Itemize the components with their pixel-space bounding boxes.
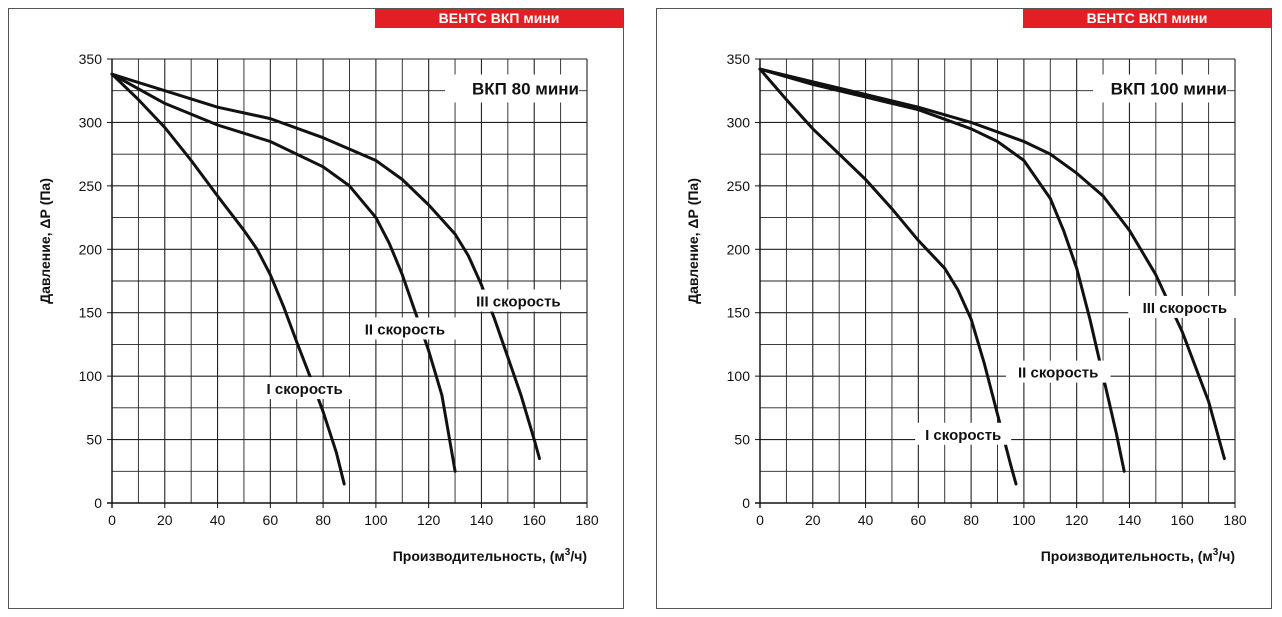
x-tick-label: 60: [911, 512, 927, 528]
y-tick-label: 50: [86, 432, 102, 448]
brand-banner: ВЕНТС ВКП мини: [375, 9, 623, 28]
chart-panel-vkp100: ВЕНТС ВКП мини 0 20 40 60 80 100 120 140 160 180 0…: [656, 8, 1272, 609]
series-line-1: [758, 67, 1018, 486]
grid: [111, 58, 588, 504]
x-axis-title-end: /ч): [1218, 548, 1235, 564]
y-tick-label: 350: [727, 51, 751, 67]
x-tick-label: 80: [315, 512, 331, 528]
x-tick-label: 120: [417, 512, 441, 528]
x-tick-label: 140: [470, 512, 494, 528]
series-label-1: I скорость: [267, 381, 343, 398]
brand-banner: ВЕНТС ВКП мини: [1023, 9, 1271, 28]
y-tick-label: 300: [727, 114, 751, 130]
y-tick-label: 200: [79, 241, 103, 257]
chart-title-backdrop: [445, 74, 579, 103]
x-tick-label: 180: [1223, 512, 1247, 528]
y-tick-label: 200: [727, 241, 751, 257]
series-line-1: [110, 72, 346, 486]
y-tick-label: 0: [742, 495, 750, 511]
x-axis-title: Производительность, (м3/ч): [1041, 547, 1235, 564]
x-tick-label: 20: [805, 512, 821, 528]
series-line-3: [758, 67, 1226, 461]
x-tick-label: 100: [1012, 512, 1036, 528]
y-tick-label: 300: [79, 114, 103, 130]
x-axis-title-main: Производительность, (м: [1041, 548, 1213, 564]
y-tick-label: 100: [727, 368, 751, 384]
y-tick-label: 350: [79, 51, 103, 67]
chart-title: ВКП 80 мини: [472, 80, 579, 99]
series-lines: [758, 67, 1226, 486]
y-tick-label: 150: [79, 305, 103, 321]
series-lines: [110, 72, 541, 486]
series-label-2: II скорость: [1018, 365, 1098, 382]
series-label-backdrop: [256, 377, 353, 400]
x-tick-label: 60: [263, 512, 279, 528]
y-tick-label: 50: [734, 432, 750, 448]
x-axis-title-end: /ч): [570, 548, 587, 564]
pressure-flow-chart-vkp80: 0 20 40 60 80 100 120 140 160 180 0 50 100 150 200 250 3…: [37, 51, 599, 564]
series-label-backdrop: [461, 289, 575, 312]
y-tick-label: 0: [94, 495, 102, 511]
y-tick-label: 100: [79, 368, 103, 384]
x-tick-label: 20: [157, 512, 173, 528]
x-tick-label: 160: [523, 512, 547, 528]
x-tick-label: 100: [364, 512, 388, 528]
chart-title: ВКП 100 мини: [1111, 80, 1227, 99]
pressure-flow-chart-vkp100: 0 20 40 60 80 100 120 140 160 180 0 50 100 150 200 250 3…: [685, 51, 1247, 564]
y-axis-title: Давление, ΔР (Па): [37, 178, 53, 304]
series-label-1: I скорость: [925, 427, 1001, 444]
x-tick-label: 40: [858, 512, 874, 528]
y-tick-label: 150: [727, 305, 751, 321]
x-tick-label: 160: [1171, 512, 1195, 528]
series-label-2: II скорость: [365, 321, 445, 338]
y-axis-title: Давление, ΔР (Па): [685, 178, 701, 304]
y-tick-label: 250: [727, 178, 751, 194]
x-tick-label: 180: [575, 512, 599, 528]
series-label-backdrop: [352, 317, 458, 340]
x-axis-title: Производительность, (м3/ч): [393, 547, 587, 564]
x-tick-label: 80: [963, 512, 979, 528]
series-label-backdrop: [1005, 360, 1111, 383]
series-line-3: [110, 72, 541, 461]
x-axis-title-superscript: 3: [565, 547, 571, 558]
series-label-3: III скорость: [1143, 300, 1228, 317]
x-tick-label: 40: [210, 512, 226, 528]
series-label-3: III скорость: [476, 294, 561, 311]
x-tick-label: 0: [756, 512, 764, 528]
y-tick-label: 250: [79, 178, 103, 194]
x-tick-label: 140: [1118, 512, 1142, 528]
x-tick-label: 120: [1065, 512, 1089, 528]
chart-title-backdrop: [1093, 74, 1227, 103]
x-axis-title-superscript: 3: [1213, 547, 1219, 558]
series-label-backdrop: [1128, 295, 1242, 318]
series-line-2: [110, 72, 457, 473]
x-axis-title-main: Производительность, (м: [393, 548, 565, 564]
x-tick-label: 0: [108, 512, 116, 528]
chart-panel-vkp80: ВЕНТС ВКП мини 0 20 40 60 80 100 120 140 160 180 0…: [8, 8, 624, 609]
series-label-backdrop: [915, 422, 1012, 445]
